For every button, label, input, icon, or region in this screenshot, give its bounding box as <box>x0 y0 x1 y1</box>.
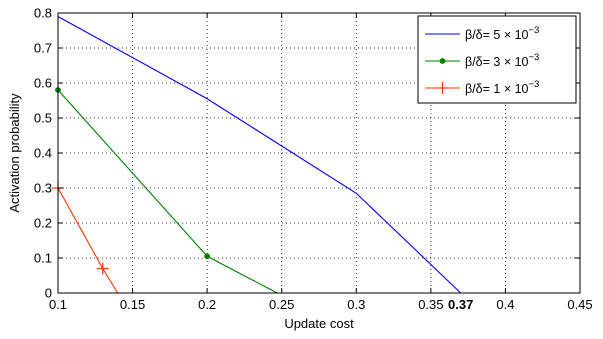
axis-ticks: 0.1 0.15 0.2 0.25 0.3 0.35 0.4 0.450.3700.10.20… <box>34 6 593 313</box>
y-tick-label: 0.5 <box>34 111 52 126</box>
y-tick-label: 0.3 <box>34 181 52 196</box>
legend-label: β/δ= 1 × 10−3 <box>465 79 539 96</box>
x-tick-label: 0.2 <box>198 297 216 312</box>
legend-label: β/δ= 5 × 10−3 <box>465 25 539 42</box>
x-axis-label: Update cost <box>284 316 354 331</box>
legend-label: β/δ= 3 × 10−3 <box>465 52 539 69</box>
y-tick-label: 0.1 <box>34 251 52 266</box>
legend-entry: β/δ= 5 × 10−3 <box>425 25 539 42</box>
legend: β/δ= 5 × 10−3 β/δ= 3 × 10−3 β/δ= 1 × 10−3 <box>417 15 577 104</box>
x-tick-label: 0.25 <box>269 297 294 312</box>
x-tick-label: 0.45 <box>567 297 592 312</box>
x-tick-label: 0.4 <box>496 297 514 312</box>
series-3 <box>52 182 119 294</box>
data-point <box>204 253 211 260</box>
grid-lines <box>58 13 580 293</box>
y-axis-label: Activation probability <box>7 93 22 213</box>
legend-marker <box>436 82 449 94</box>
y-tick-label: 0.2 <box>34 216 52 231</box>
x-extra-tick-label: 0.37 <box>448 297 473 312</box>
x-tick-label: 0.35 <box>418 297 443 312</box>
x-tick-label: 0.1 <box>49 297 67 312</box>
y-tick-label: 0 <box>45 286 52 301</box>
series-lines <box>52 16 462 294</box>
data-point <box>96 262 109 275</box>
x-tick-label: 0.15 <box>120 297 145 312</box>
series-2 <box>55 87 278 294</box>
x-tick-label: 0.3 <box>347 297 365 312</box>
y-tick-label: 0.6 <box>34 76 52 91</box>
series-line <box>57 89 278 294</box>
y-tick-label: 0.4 <box>34 146 52 161</box>
series-1 <box>57 16 462 294</box>
y-tick-label: 0.8 <box>34 6 52 21</box>
y-tick-label: 0.7 <box>34 41 52 56</box>
legend-entry: β/δ= 1 × 10−3 <box>425 79 539 96</box>
legend-exponent: −3 <box>529 25 540 36</box>
series-line <box>57 16 462 294</box>
legend-marker <box>439 58 446 64</box>
legend-exponent: −3 <box>529 79 540 90</box>
series-line <box>57 187 119 294</box>
legend-exponent: −3 <box>529 52 540 63</box>
legend-entry: β/δ= 3 × 10−3 <box>425 52 539 69</box>
